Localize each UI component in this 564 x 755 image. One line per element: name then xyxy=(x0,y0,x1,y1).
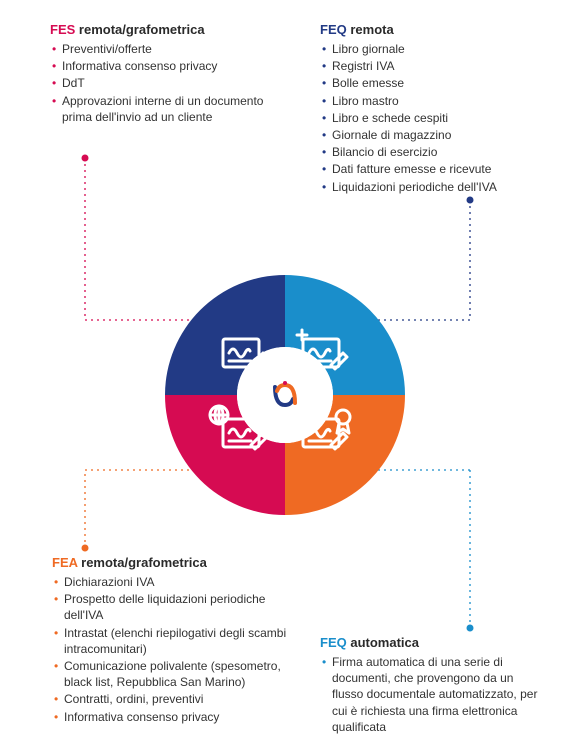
fea-suffix: remota/grafometrica xyxy=(78,555,207,570)
feq-remota-suffix: remota xyxy=(347,22,394,37)
donut-svg xyxy=(165,275,405,515)
feq-auto-prefix: FEQ xyxy=(320,635,347,650)
list-item: Registri IVA xyxy=(322,58,540,74)
fea-list: Dichiarazioni IVAProspetto delle liquida… xyxy=(52,574,297,725)
section-fes-title: FES remota/grafometrica xyxy=(50,22,280,37)
feq-auto-list: Firma automatica di una serie di documen… xyxy=(320,654,540,735)
section-fea: FEA remota/grafometrica Dichiarazioni IV… xyxy=(52,555,297,726)
section-feq-auto: FEQ automatica Firma automatica di una s… xyxy=(320,635,540,736)
feq-remota-prefix: FEQ xyxy=(320,22,347,37)
section-feq-remota: FEQ remota Libro giornaleRegistri IVABol… xyxy=(320,22,540,196)
list-item: Libro mastro xyxy=(322,93,540,109)
list-item: Firma automatica di una serie di documen… xyxy=(322,654,540,735)
list-item: Informativa consenso privacy xyxy=(54,709,297,725)
list-item: Intrastat (elenchi riepilogativi degli s… xyxy=(54,625,297,657)
list-item: Libro giornale xyxy=(322,41,540,57)
list-item: Approvazioni interne di un documento pri… xyxy=(52,93,280,125)
list-item: Informativa consenso privacy xyxy=(52,58,280,74)
list-item: Dati fatture emesse e ricevute xyxy=(322,161,540,177)
list-item: Liquidazioni periodiche dell'IVA xyxy=(322,179,540,195)
fes-list: Preventivi/offerteInformativa consenso p… xyxy=(50,41,280,125)
fea-prefix: FEA xyxy=(52,555,78,570)
list-item: Bilancio di esercizio xyxy=(322,144,540,160)
list-item: Contratti, ordini, preventivi xyxy=(54,691,297,707)
list-item: Dichiarazioni IVA xyxy=(54,574,297,590)
list-item: Preventivi/offerte xyxy=(52,41,280,57)
section-feq-remota-title: FEQ remota xyxy=(320,22,540,37)
feq-remota-list: Libro giornaleRegistri IVABolle emesse Li… xyxy=(320,41,540,195)
list-item: Comunicazione polivalente (spesometro, b… xyxy=(54,658,297,690)
list-item: Bolle emesse xyxy=(322,75,540,91)
list-item: Libro e schede cespiti xyxy=(322,110,540,126)
section-fea-title: FEA remota/grafometrica xyxy=(52,555,297,570)
fes-suffix: remota/grafometrica xyxy=(75,22,204,37)
list-item: Giornale di magazzino xyxy=(322,127,540,143)
feq-auto-suffix: automatica xyxy=(347,635,419,650)
fes-prefix: FES xyxy=(50,22,75,37)
section-fes: FES remota/grafometrica Preventivi/offer… xyxy=(50,22,280,126)
section-feq-auto-title: FEQ automatica xyxy=(320,635,540,650)
list-item: Prospetto delle liquidazioni periodiche … xyxy=(54,591,297,623)
donut-chart xyxy=(165,275,405,515)
list-item: DdT xyxy=(52,75,280,91)
